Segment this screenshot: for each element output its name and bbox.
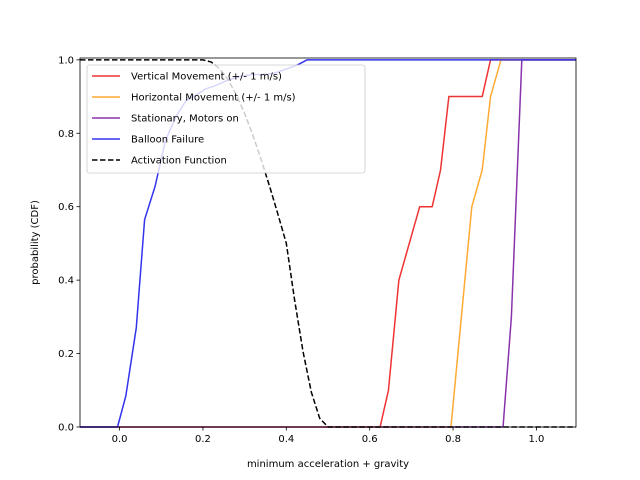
- x-axis-ticks: 0.0 0.2 0.4 0.6 0.8 1.0: [112, 427, 544, 445]
- x-tick-label: 1.0: [528, 434, 544, 445]
- legend-box: [86, 64, 366, 174]
- y-axis-label: probability (CDF): [30, 200, 41, 285]
- x-tick-label: 0.6: [362, 434, 378, 445]
- legend-label-activation-function: Activation Function: [131, 156, 227, 167]
- y-tick-label: 1.0: [58, 55, 74, 66]
- legend-label-balloon-failure: Balloon Failure: [131, 135, 204, 146]
- y-tick-label: 0.4: [58, 276, 74, 287]
- y-axis-ticks: 0.0 0.2 0.4 0.6 0.8 1.0: [58, 55, 80, 434]
- y-tick-label: 0.0: [58, 423, 74, 434]
- x-tick-label: 0.4: [278, 434, 294, 445]
- legend: Vertical Movement (+/- 1 m/s) Horizontal …: [86, 64, 366, 174]
- x-axis-label: minimum acceleration + gravity: [247, 459, 409, 470]
- x-tick-label: 0.8: [445, 434, 461, 445]
- y-tick-label: 0.2: [58, 349, 74, 360]
- series-line-vertical-movement-1-m-s: [80, 59, 576, 428]
- axes: [79, 57, 577, 428]
- legend-label-vertical-movement-1-m-s: Vertical Movement (+/- 1 m/s): [131, 72, 282, 83]
- plot-frame: [79, 57, 577, 428]
- x-tick-label: 0.2: [195, 434, 211, 445]
- legend-label-horizontal-movement-1-m-s: Horizontal Movement (+/- 1 m/s): [131, 93, 296, 104]
- legend-label-stationary-motors-on: Stationary, Motors on: [131, 114, 239, 125]
- y-tick-label: 0.8: [58, 129, 74, 140]
- y-tick-label: 0.6: [58, 202, 74, 213]
- x-tick-label: 0.0: [112, 434, 128, 445]
